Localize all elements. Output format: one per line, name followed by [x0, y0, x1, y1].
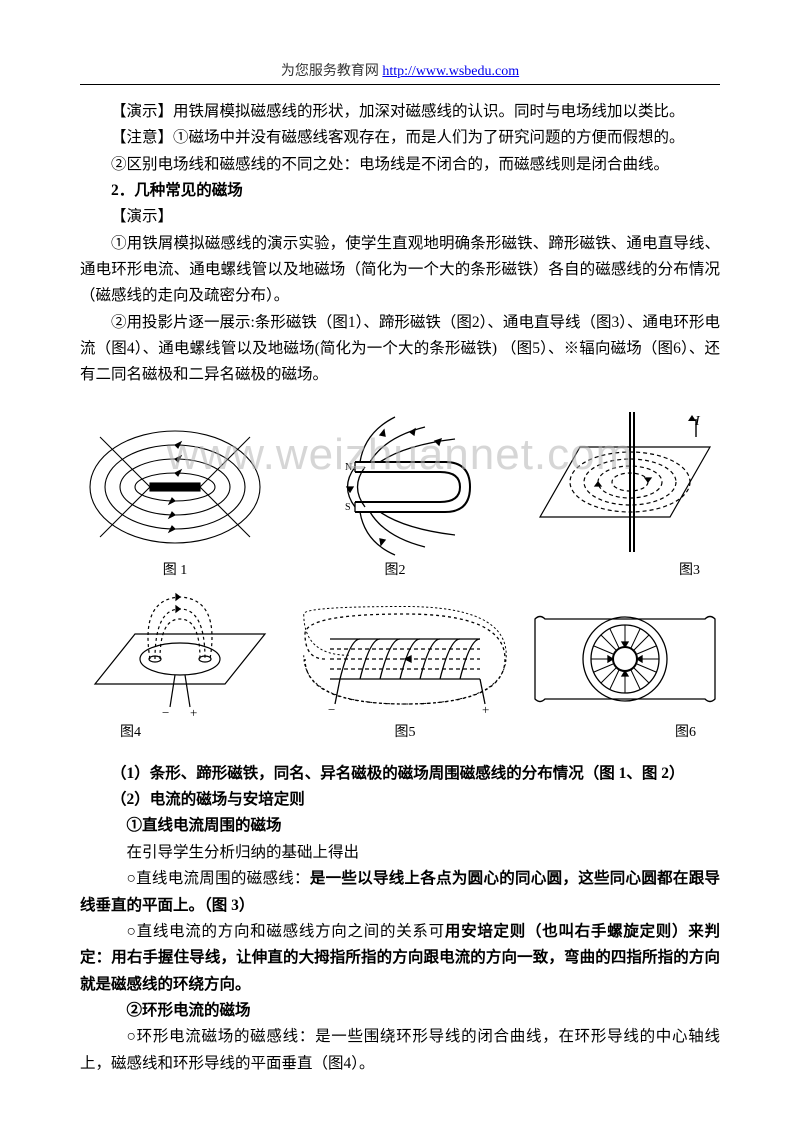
radial-field-icon	[530, 599, 720, 719]
bar-magnet-icon	[80, 417, 270, 557]
page-content: 为您服务教育网 http://www.wsbedu.com 【演示】用铁屑模拟磁…	[0, 0, 800, 1117]
figure-4-label: 图4	[80, 721, 280, 741]
loop-current-icon: − +	[80, 589, 280, 719]
svg-text:S: S	[345, 502, 351, 513]
para-8: ○直线电流周围的磁感线：是一些以导线上各点为圆心的同心圆，这些同心圆都在跟导线垂…	[80, 866, 720, 919]
svg-text:+: +	[190, 705, 197, 719]
figures-row-2: − + 图4	[80, 589, 720, 741]
header-prefix: 为您服务教育网	[281, 64, 383, 79]
para-9a: ○直线电流的方向和磁感线方向之间的关系可	[127, 923, 445, 940]
para-8a: ○直线电流周围的磁感线：	[127, 870, 310, 887]
para-exp2: ②用投影片逐一展示:条形磁铁（图1）、蹄形磁铁（图2）、通电直导线（图3）、通电…	[80, 310, 720, 389]
heading-common-fields: 2．几种常见的磁场	[80, 178, 720, 204]
figure-1-label: 图 1	[80, 559, 270, 579]
para-note2: ②区别电场线和磁感线的不同之处：电场线是不闭合的，而磁感线则是闭合曲线。	[80, 152, 720, 178]
figure-3: I 图3	[520, 407, 720, 579]
para-10: ○环形电流磁场的磁感线：是一些围绕环形导线的闭合曲线，在环形导线的中心轴线上，磁…	[80, 1024, 720, 1077]
figures-row-1: 图 1 N S	[80, 407, 720, 579]
solenoid-icon: − +	[300, 599, 510, 719]
para-7: 在引导学生分析归纳的基础上得出	[80, 840, 720, 866]
figure-5-label: 图5	[300, 721, 510, 741]
figure-4: − + 图4	[80, 589, 280, 741]
page-header: 为您服务教育网 http://www.wsbedu.com	[80, 60, 720, 80]
sub-1: （1）条形、蹄形磁铁，同名、异名磁极的磁场周围磁感线的分布情况（图 1、图 2）	[80, 761, 720, 787]
header-divider	[80, 84, 720, 85]
svg-text:−: −	[328, 702, 335, 717]
figure-2: N S	[295, 407, 495, 579]
para-exp1: ①用铁屑模拟磁感线的演示实验，使学生直观地明确条形磁铁、蹄形磁铁、通电直导线、通…	[80, 231, 720, 310]
horseshoe-magnet-icon: N S	[295, 407, 495, 557]
header-link[interactable]: http://www.wsbedu.com	[382, 64, 519, 79]
sub-3: ①直线电流周围的磁场	[80, 813, 720, 839]
para-demo: 【演示】用铁屑模拟磁感线的形状，加深对磁感线的认识。同时与电场线加以类比。	[80, 99, 720, 125]
figure-3-label: 图3	[520, 559, 720, 579]
para-9: ○直线电流的方向和磁感线方向之间的关系可用安培定则（也叫右手螺旋定则）来判定：用…	[80, 919, 720, 998]
para-note1: 【注意】①磁场中并没有磁感线客观存在，而是人们为了研究问题的方便而假想的。	[80, 125, 720, 151]
svg-text:N: N	[345, 462, 352, 473]
figure-6: 图6	[530, 599, 720, 741]
svg-text:−: −	[162, 705, 169, 719]
figure-2-label: 图2	[295, 559, 495, 579]
sub-4: ②环形电流的磁场	[80, 998, 720, 1024]
figure-1: 图 1	[80, 417, 270, 579]
svg-text:I: I	[694, 414, 701, 429]
straight-wire-icon: I	[520, 407, 720, 557]
para-demo2: 【演示】	[80, 204, 720, 230]
figure-5: − + 图5	[300, 599, 510, 741]
sub-2: （2）电流的磁场与安培定则	[80, 787, 720, 813]
figure-6-label: 图6	[530, 721, 720, 741]
svg-text:+: +	[482, 702, 489, 717]
